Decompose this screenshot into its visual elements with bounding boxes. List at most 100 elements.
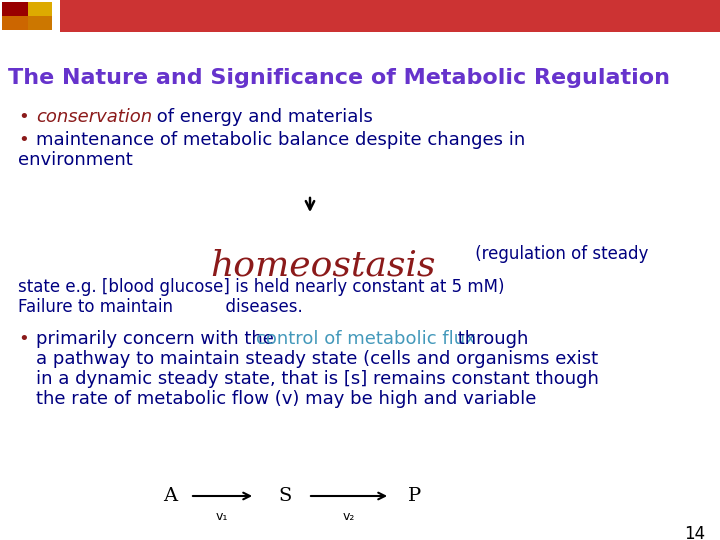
Bar	[637, 0, 638, 32]
Bar	[690, 0, 691, 32]
Bar	[655, 0, 656, 32]
Text: •: •	[18, 131, 29, 149]
Bar	[714, 0, 715, 32]
Bar	[698, 0, 699, 32]
Text: primarily concern with the: primarily concern with the	[36, 330, 279, 348]
Text: state e.g. [blood glucose] is held nearly constant at 5 mM): state e.g. [blood glucose] is held nearl…	[18, 278, 505, 296]
Bar	[621, 0, 622, 32]
Bar	[700, 0, 701, 32]
Bar	[668, 0, 669, 32]
Bar	[633, 0, 634, 32]
Bar	[684, 0, 685, 32]
Text: control of metabolic flux: control of metabolic flux	[256, 330, 476, 348]
Bar	[708, 0, 709, 32]
Bar	[702, 0, 703, 32]
Text: through: through	[452, 330, 528, 348]
Bar	[647, 0, 648, 32]
Bar	[696, 0, 697, 32]
Bar	[60, 0, 720, 32]
Text: the rate of metabolic flow (v) may be high and variable: the rate of metabolic flow (v) may be hi…	[36, 390, 536, 408]
Bar	[688, 0, 689, 32]
Bar	[701, 0, 702, 32]
Bar	[716, 0, 717, 32]
Bar	[704, 0, 705, 32]
Bar	[673, 0, 674, 32]
Bar	[650, 0, 651, 32]
Bar	[715, 0, 716, 32]
Bar	[628, 0, 629, 32]
Bar	[638, 0, 639, 32]
Text: •: •	[18, 330, 29, 348]
Bar	[620, 0, 621, 32]
Bar	[639, 0, 640, 32]
Bar	[636, 0, 637, 32]
Bar	[623, 0, 624, 32]
Bar	[682, 0, 683, 32]
Bar	[28, 16, 52, 30]
Text: P: P	[408, 487, 422, 505]
Bar	[654, 0, 655, 32]
Bar	[625, 0, 626, 32]
Bar	[659, 0, 660, 32]
Bar	[664, 0, 665, 32]
Bar	[706, 0, 707, 32]
Bar	[2, 16, 28, 30]
Bar	[707, 0, 708, 32]
Bar	[663, 0, 664, 32]
Bar	[656, 0, 657, 32]
Bar	[629, 0, 630, 32]
Bar	[666, 0, 667, 32]
Bar	[671, 0, 672, 32]
Bar	[624, 0, 625, 32]
Bar	[686, 0, 687, 32]
Bar	[627, 0, 628, 32]
Text: •: •	[18, 108, 29, 126]
Bar	[687, 0, 688, 32]
Bar	[2, 2, 28, 16]
Bar	[657, 0, 658, 32]
Bar	[644, 0, 645, 32]
Bar	[691, 0, 692, 32]
Bar	[632, 0, 633, 32]
Bar	[695, 0, 696, 32]
Bar	[641, 0, 642, 32]
Bar	[640, 0, 641, 32]
Bar	[652, 0, 653, 32]
Bar	[635, 0, 636, 32]
Bar	[631, 0, 632, 32]
Text: 14: 14	[684, 525, 705, 540]
Bar	[719, 0, 720, 32]
Text: a pathway to maintain steady state (cells and organisms exist: a pathway to maintain steady state (cell…	[36, 350, 598, 368]
Text: of energy and materials: of energy and materials	[151, 108, 373, 126]
Bar	[622, 0, 623, 32]
Bar	[645, 0, 646, 32]
Bar	[692, 0, 693, 32]
Bar	[676, 0, 677, 32]
Bar	[667, 0, 668, 32]
Bar	[634, 0, 635, 32]
Bar	[689, 0, 690, 32]
Bar	[697, 0, 698, 32]
Bar	[685, 0, 686, 32]
Bar	[642, 0, 643, 32]
Bar	[677, 0, 678, 32]
Text: homeostasis: homeostasis	[210, 248, 436, 282]
Bar	[630, 0, 631, 32]
Bar	[680, 0, 681, 32]
Text: A: A	[163, 487, 177, 505]
Bar	[711, 0, 712, 32]
Bar	[649, 0, 650, 32]
Bar	[643, 0, 644, 32]
Bar	[675, 0, 676, 32]
Bar	[713, 0, 714, 32]
Bar	[674, 0, 675, 32]
Text: v₂: v₂	[343, 510, 355, 523]
Bar	[712, 0, 713, 32]
Text: in a dynamic steady state, that is [s] remains constant though: in a dynamic steady state, that is [s] r…	[36, 370, 599, 388]
Bar	[670, 0, 671, 32]
Bar	[703, 0, 704, 32]
Bar	[651, 0, 652, 32]
Bar	[694, 0, 695, 32]
Bar	[660, 0, 661, 32]
Text: (regulation of steady: (regulation of steady	[470, 245, 649, 263]
